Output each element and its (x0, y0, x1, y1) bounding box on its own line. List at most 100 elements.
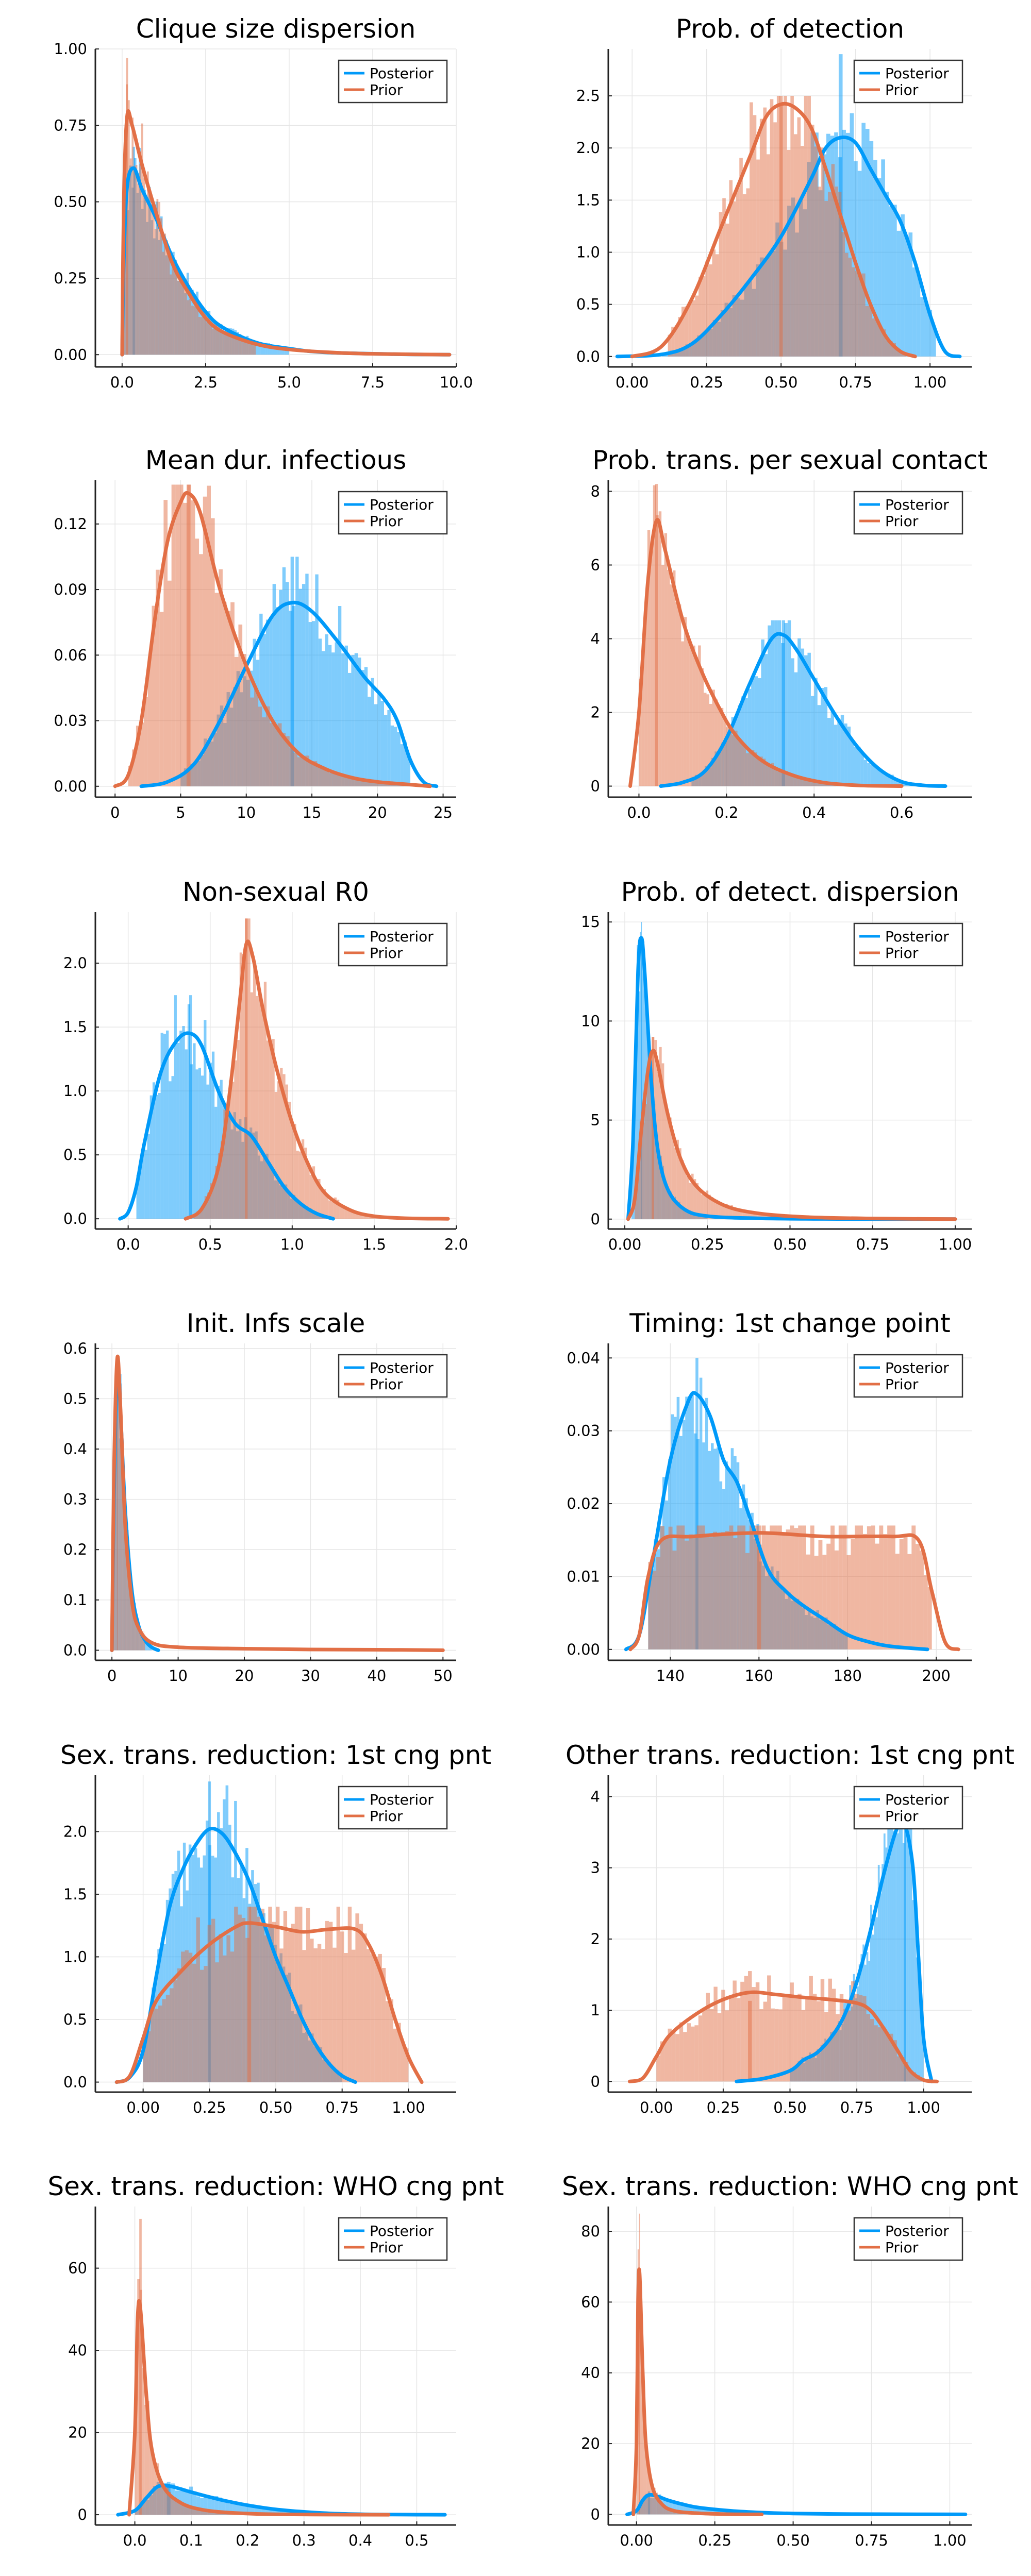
histogram-bar (328, 645, 332, 786)
histogram-bar (896, 230, 901, 357)
histogram-prior (639, 484, 836, 786)
histogram-bar (218, 1153, 221, 1219)
histogram-bar (202, 2510, 205, 2515)
histogram-bar (731, 735, 735, 786)
histogram-bar (685, 1540, 689, 1649)
histogram-bar (773, 122, 777, 357)
histogram-bar (689, 647, 693, 786)
histogram-bar (667, 2508, 668, 2515)
histogram-bar (195, 538, 199, 786)
histogram-bar (810, 696, 814, 786)
histogram-bar (859, 1525, 863, 1649)
histogram-bar (725, 1531, 729, 1649)
histogram-bar (787, 149, 791, 357)
histogram-bar (254, 689, 258, 786)
histogram-bar (202, 311, 205, 355)
density-curve-prior (184, 939, 450, 1221)
histogram-bar (712, 689, 715, 786)
histogram-bar (827, 192, 832, 357)
chart-title: Sex. trans. reduction: 1st cng pnt (60, 1740, 491, 1770)
histogram-bar (121, 1435, 122, 1651)
density-curve-posterior (139, 600, 439, 788)
histogram-bar (378, 1954, 382, 2082)
x-tick-label: 15 (303, 804, 322, 821)
histogram-bar (219, 1934, 223, 2082)
histogram-bar (222, 2500, 226, 2515)
x-tick-label: 1.0 (280, 1236, 304, 1253)
histogram-bar (179, 278, 181, 355)
histogram-bar (855, 1525, 859, 1649)
histogram-bar (835, 187, 838, 357)
histogram-peak-bar (189, 995, 192, 1219)
histogram-bar (183, 502, 188, 786)
chart-panel-7: Init. Infs scale 0 10 20 30 40 50 0.0 0.1 0.2 0.3 0… (63, 1308, 456, 1685)
histogram-bar (712, 249, 716, 357)
histogram-bar (200, 2498, 204, 2515)
histogram-bar (805, 1998, 809, 2082)
histogram-bar (195, 1069, 198, 1219)
histogram-bar (644, 1104, 647, 1219)
histogram-bar (897, 779, 901, 786)
histogram-bar (810, 1525, 814, 1649)
histogram-bar (193, 1043, 196, 1219)
histogram-bar (660, 1526, 664, 1649)
histogram-bar (368, 697, 371, 786)
histogram-bar (279, 2510, 284, 2515)
histogram-bar (221, 1141, 224, 1219)
legend-box (853, 1354, 963, 1398)
histogram-bar (125, 1505, 126, 1651)
histogram-bar (168, 252, 170, 355)
histogram-bar (793, 1997, 798, 2082)
histogram-bar (341, 653, 345, 786)
histogram-bar (770, 99, 774, 357)
legend-label-posterior: Posterior (370, 1359, 434, 1376)
histogram-bar (889, 341, 893, 357)
histogram-bar (366, 1215, 369, 1219)
histogram-bar (824, 200, 828, 357)
x-tick-label: 140 (656, 1667, 685, 1685)
histogram-bar (263, 345, 265, 355)
histogram-bar (315, 574, 319, 786)
histogram-bar (170, 274, 172, 355)
y-tick-label: 2.0 (576, 139, 600, 157)
histogram-bar (885, 192, 889, 357)
histogram-bar (870, 2019, 874, 2082)
chart-title: Sex. trans. reduction: WHO cng pnt (47, 2171, 504, 2201)
x-tick-label: 0.2 (714, 804, 738, 821)
histogram-bar (637, 945, 638, 1219)
histogram-bar (147, 1134, 150, 1219)
histogram-bar (733, 1208, 736, 1219)
y-tick-label: 0 (591, 1210, 600, 1228)
histogram-bar (764, 654, 768, 786)
histogram-bar (129, 158, 132, 355)
histogram-bar (821, 687, 824, 786)
y-tick-label: 2.0 (63, 954, 87, 972)
x-tick-label: 2.5 (194, 374, 218, 391)
histogram-bar (294, 1907, 299, 2082)
chart-panel-3: Mean dur. infectious 0 5 10 15 20 25 0.00 0.03 0.… (54, 445, 456, 821)
histogram-bar (161, 2487, 164, 2515)
x-tick-label: 20 (235, 1667, 254, 1685)
histogram-bar (325, 769, 329, 786)
histogram-bar (262, 717, 266, 786)
histogram-bar (899, 1789, 901, 2082)
histogram-bar (181, 285, 184, 355)
histogram-bar (644, 2405, 646, 2515)
histogram-bar (178, 2500, 181, 2515)
histogram-bar (200, 317, 203, 355)
histogram-bar (293, 1123, 296, 1219)
histogram-bar (786, 1529, 790, 1649)
histogram-bar (162, 1999, 166, 2082)
histogram-bar (701, 1194, 704, 1219)
histogram-bar (694, 2025, 699, 2082)
histogram-bar (698, 2015, 703, 2082)
histogram-bar (198, 316, 201, 355)
histogram-bar (872, 1934, 874, 2082)
histogram-bar (676, 2504, 679, 2515)
histogram-bar (211, 328, 214, 355)
histogram-bar (191, 500, 195, 786)
histogram-bar (160, 218, 162, 355)
histogram-bar (896, 348, 900, 357)
histogram-bar (162, 251, 164, 355)
histogram-bar (681, 2502, 684, 2515)
